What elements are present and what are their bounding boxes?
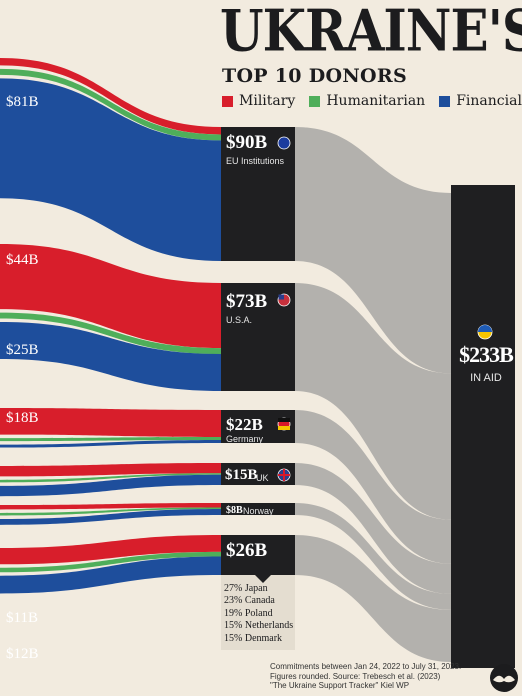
flow-band-uk-financial bbox=[0, 474, 221, 497]
flow-band-eu-military bbox=[0, 58, 221, 135]
breakdown-country: Denmark bbox=[244, 632, 283, 644]
flow-band-others-military bbox=[0, 535, 221, 565]
breakdown-country: Canada bbox=[244, 595, 275, 607]
breakdown-row: 15% Denmark bbox=[224, 633, 293, 645]
breakdown-pct: 27% bbox=[224, 583, 243, 594]
others-breakdown-list: 27% Japan 23% Canada 19% Poland 15% Neth… bbox=[224, 583, 293, 645]
legend-label-military: Military bbox=[239, 93, 296, 109]
flow-band-germany-military bbox=[0, 408, 221, 437]
flow-band-uk-to-total bbox=[295, 463, 451, 594]
breakdown-country: Japan bbox=[244, 583, 268, 594]
footnote-line: Commitments between Jan 24, 2022 to July… bbox=[270, 662, 462, 671]
logo-mustache-icon bbox=[493, 675, 515, 683]
total-aid-caption: IN AID bbox=[470, 372, 502, 384]
donor-usa-value: $73B bbox=[226, 291, 268, 312]
breakdown-pct: 15% bbox=[224, 620, 243, 632]
total-node bbox=[451, 185, 515, 668]
flow-band-others-financial bbox=[0, 556, 221, 594]
flow-band-norway-military bbox=[0, 503, 221, 510]
donor-node-others bbox=[221, 535, 295, 575]
germany-flag-bottom-icon bbox=[278, 426, 290, 430]
flow-band-eu-financial bbox=[0, 78, 221, 261]
breakdown-pct: 15% bbox=[224, 632, 243, 644]
flow-band-eu-humanitarian bbox=[0, 68, 221, 141]
donor-uk-value: $15B bbox=[225, 467, 258, 483]
legend: Military Humanitarian Financial bbox=[222, 93, 522, 109]
legend-label-humanitarian: Humanitarian bbox=[326, 93, 426, 109]
flow-band-usa-financial bbox=[0, 322, 221, 391]
germany-flag-top-icon bbox=[278, 418, 290, 422]
usa-flag-canton-icon bbox=[278, 294, 284, 300]
breakdown-row: 19% Poland bbox=[224, 608, 293, 620]
flow-band-norway-to-total bbox=[295, 503, 451, 610]
eu-flag-icon bbox=[277, 136, 291, 150]
donor-eu-name: EU Institutions bbox=[226, 156, 285, 166]
footnote-line: "The Ukraine Support Tracker" Kiel WP bbox=[270, 681, 410, 690]
flow-band-norway-financial bbox=[0, 509, 221, 525]
legend-item-humanitarian: Humanitarian bbox=[309, 93, 425, 109]
others-list-panel bbox=[221, 575, 295, 650]
flow-band-norway-humanitarian bbox=[0, 507, 221, 516]
breakdown-row: 15% Netherlands bbox=[224, 620, 293, 632]
breakdown-row: 23% Canada bbox=[224, 595, 293, 607]
flow-label-usa-financial: $25B bbox=[6, 342, 39, 358]
flow-label-usa-military: $44B bbox=[6, 252, 39, 268]
uk-flag-cross-icon bbox=[278, 469, 290, 481]
page-subtitle: TOP 10 DONORS bbox=[222, 65, 408, 87]
flow-band-germany-financial bbox=[0, 440, 221, 448]
donor-norway-value: $8B bbox=[226, 505, 243, 516]
legend-label-financial: Financial bbox=[456, 93, 522, 109]
flow-label-others-military: $11B bbox=[6, 610, 38, 626]
flow-band-germany-humanitarian bbox=[0, 437, 221, 442]
breakdown-country: Netherlands bbox=[244, 620, 294, 632]
donor-node-uk bbox=[221, 463, 295, 485]
flow-band-others-humanitarian bbox=[0, 551, 221, 573]
donor-germany-name: Germany bbox=[226, 434, 264, 444]
legend-item-military: Military bbox=[222, 93, 295, 109]
donor-node-norway bbox=[221, 503, 295, 515]
donor-others-value: $26B bbox=[226, 540, 268, 561]
donor-node-eu bbox=[221, 127, 295, 261]
flow-band-usa-military bbox=[0, 244, 221, 349]
flow-band-usa-to-total bbox=[295, 283, 451, 520]
footnote: Commitments between Jan 24, 2022 to July… bbox=[270, 662, 461, 691]
flow-label-eu-financial: $81B bbox=[6, 94, 39, 110]
donor-norway-name: Norway bbox=[243, 506, 274, 516]
flow-band-uk-military bbox=[0, 463, 221, 477]
donor-uk-name: UK bbox=[256, 473, 269, 483]
flow-band-germany-to-total bbox=[295, 410, 451, 564]
page-title: UKRAINE'S bbox=[220, 0, 522, 65]
ukraine-flag-top-icon bbox=[478, 325, 492, 332]
legend-swatch-humanitarian bbox=[309, 95, 321, 107]
logo-icon bbox=[490, 664, 518, 692]
breakdown-row: 27% Japan bbox=[224, 583, 293, 595]
flow-band-usa-humanitarian bbox=[0, 312, 221, 355]
breakdown-country: Poland bbox=[244, 607, 273, 619]
legend-swatch-financial bbox=[439, 95, 451, 107]
breakdown-pct: 19% bbox=[224, 607, 243, 619]
legend-swatch-military bbox=[222, 95, 233, 107]
flow-band-eu-to-total bbox=[295, 127, 451, 374]
footnote-line: Figures rounded. Source: Trebesch et al.… bbox=[270, 671, 441, 681]
others-pointer bbox=[255, 575, 271, 583]
flow-label-others-financial: $12B bbox=[6, 646, 39, 662]
donor-usa-name: U.S.A. bbox=[226, 315, 253, 325]
total-aid-value: $233B bbox=[459, 342, 514, 367]
donor-eu-value: $90B bbox=[226, 132, 268, 153]
donor-germany-value: $22B bbox=[226, 415, 263, 434]
legend-item-financial: Financial bbox=[439, 93, 522, 109]
breakdown-pct: 23% bbox=[224, 595, 243, 607]
flow-band-others-to-total bbox=[295, 535, 451, 663]
flow-band-uk-humanitarian bbox=[0, 473, 221, 483]
flow-label-germany-military: $18B bbox=[6, 410, 39, 426]
